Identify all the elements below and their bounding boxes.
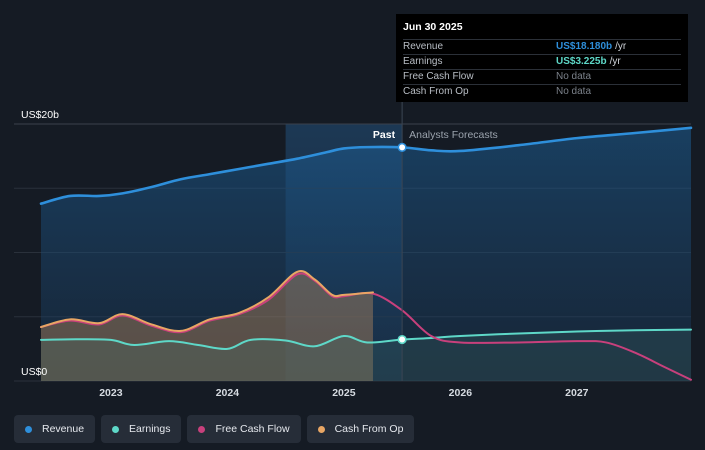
- x-tick-label: 2027: [565, 387, 589, 399]
- legend-item-cash-from-op[interactable]: Cash From Op: [306, 415, 415, 443]
- chart-legend: Revenue Earnings Free Cash Flow Cash Fro…: [14, 415, 420, 443]
- x-tick-label: 2023: [99, 387, 123, 399]
- analysts-forecasts-label: Analysts Forecasts: [409, 129, 498, 141]
- tooltip-unit: /yr: [609, 56, 621, 67]
- tooltip-value: US$3.225b: [556, 56, 607, 67]
- legend-label: Earnings: [129, 423, 171, 435]
- cash-from-op-area: [41, 271, 373, 381]
- revenue-dot-icon: [25, 425, 32, 433]
- cash-from-op-line: [40, 270, 374, 332]
- tooltip-row-cash-from-op: Cash From Op No data: [403, 84, 681, 99]
- tooltip-nodata: No data: [556, 71, 592, 82]
- x-tick-label: 2025: [332, 387, 356, 399]
- tooltip-label: Revenue: [403, 41, 444, 52]
- tooltip-row-revenue: Revenue US$18.180b /yr: [403, 39, 681, 54]
- x-tick-label: 2026: [449, 387, 473, 399]
- tooltip-row-earnings: Earnings US$3.225b /yr: [403, 54, 681, 69]
- legend-item-free-cash-flow[interactable]: Free Cash Flow: [187, 415, 301, 443]
- revenue-area: [41, 127, 691, 381]
- revenue-line: [39, 126, 693, 205]
- x-tick-label: 2024: [216, 387, 240, 399]
- y-axis-label-top: US$20b: [21, 109, 59, 121]
- tooltip-row-free-cash-flow: Free Cash Flow No data: [403, 69, 681, 84]
- tooltip-panel: Jun 30 2025 Revenue US$18.180b /yr Earni…: [396, 14, 688, 102]
- tooltip-label: Cash From Op: [403, 86, 469, 97]
- legend-label: Free Cash Flow: [215, 423, 290, 435]
- legend-label: Cash From Op: [334, 423, 404, 435]
- legend-item-earnings[interactable]: Earnings: [101, 415, 182, 443]
- y-axis-label-bottom: US$0: [21, 366, 47, 378]
- tooltip-label: Free Cash Flow: [403, 71, 474, 82]
- tooltip-label: Earnings: [403, 56, 443, 67]
- earnings-dot-icon: [112, 425, 120, 433]
- legend-label: Revenue: [42, 423, 85, 435]
- free-cash-flow-line: [40, 272, 692, 381]
- free-cash-flow-dot-icon: [198, 425, 206, 433]
- earnings-marker: [397, 334, 407, 345]
- tooltip-value: US$18.180b: [556, 41, 613, 52]
- revenue-marker: [397, 142, 407, 152]
- tooltip-unit: /yr: [615, 41, 627, 52]
- past-label: Past: [373, 129, 396, 141]
- cash-from-op-dot-icon: [317, 425, 325, 433]
- legend-item-revenue[interactable]: Revenue: [14, 415, 96, 443]
- earnings-line: [40, 328, 692, 351]
- tooltip-nodata: No data: [556, 86, 592, 97]
- tooltip-date: Jun 30 2025: [403, 21, 463, 33]
